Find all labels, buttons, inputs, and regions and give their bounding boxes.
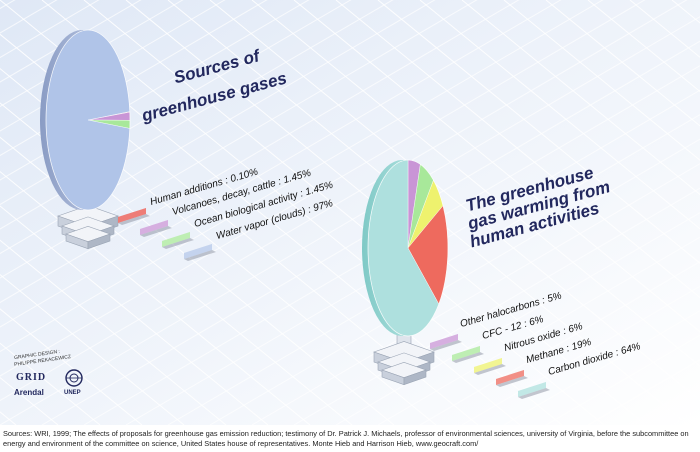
pedestals: [57, 199, 435, 386]
chart2-legend-swatch-2: [452, 346, 484, 363]
chart2-legend-swatch-1: [430, 334, 462, 351]
chart1-legend-swatch-4: [184, 244, 216, 261]
pie-sources-greenhouse-gases: [40, 29, 131, 211]
chart2-legend-swatch-3: [474, 358, 506, 375]
sources-note: Sources: WRI, 1999; The effects of propo…: [3, 429, 689, 448]
chart-canvas: [0, 0, 700, 425]
pie-human-warming: [362, 159, 449, 337]
chart2-legend-swatch-5: [518, 382, 550, 399]
arendal-logo-text: Arendal: [14, 388, 44, 397]
chart1-legend-swatch-1: [118, 208, 150, 225]
unep-logo-icon: [65, 369, 83, 387]
chart1-legend-swatch-3: [162, 232, 194, 249]
pedestal-chart2: [373, 329, 435, 386]
legend-swatches: [118, 208, 550, 399]
chart1-legend-swatch-2: [140, 220, 172, 237]
pedestal-chart1: [57, 199, 119, 250]
chart2-legend-swatch-4: [496, 370, 528, 387]
unep-logo-text: UNEP: [64, 390, 81, 396]
credits-block: GRAPHIC DESIGN : PHILIPPE REKACEWICZ GRI…: [10, 348, 94, 404]
grid-logo-text: GRID: [16, 372, 47, 383]
